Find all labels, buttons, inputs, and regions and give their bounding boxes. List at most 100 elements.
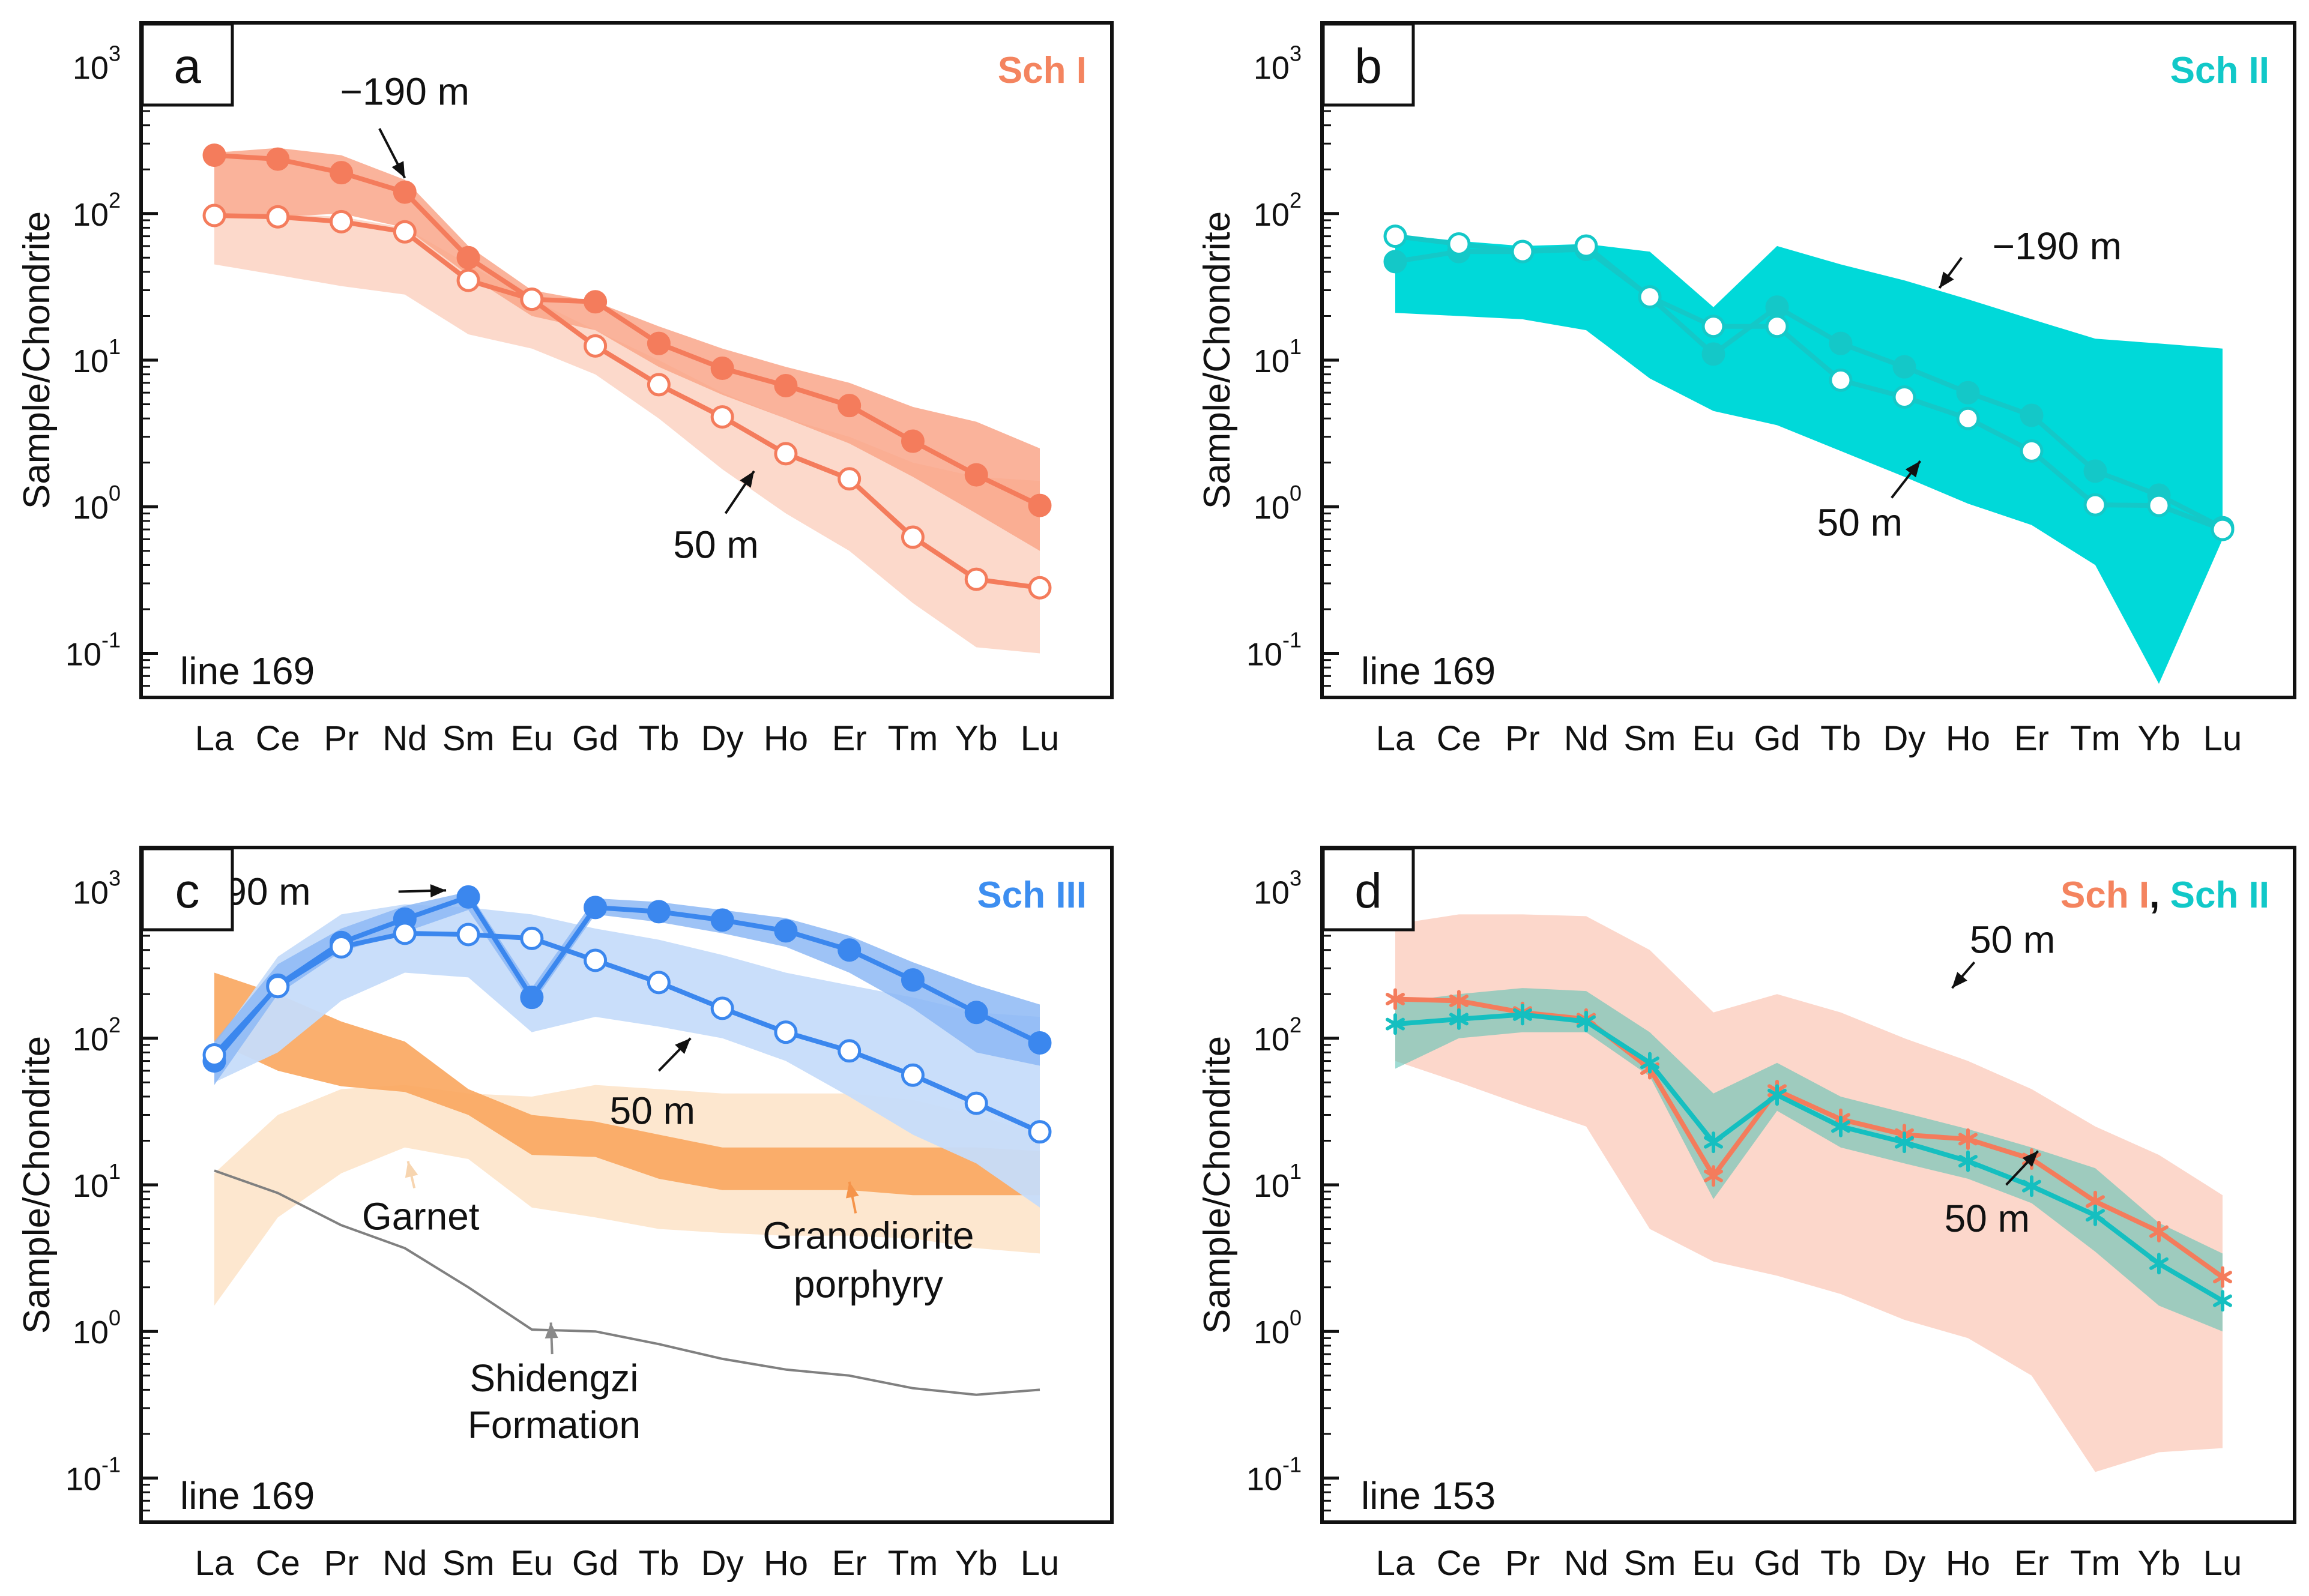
y-tick-base: 10 [1254, 1022, 1290, 1058]
y-tick-label: 100 [1254, 481, 1302, 526]
data-point [2149, 1253, 2169, 1275]
data-point-stroke [2213, 1294, 2232, 1307]
data-point [1765, 315, 1789, 339]
chart-title: Sch I [998, 50, 1087, 91]
chart-title-secondary: Sch II [2170, 875, 2269, 916]
data-point [774, 1020, 798, 1044]
annotation-label: porphyry [794, 1263, 943, 1306]
range-band-3 [214, 891, 1040, 1085]
annotation-arrow-head [740, 471, 755, 488]
x-category-label: Nd [382, 719, 427, 758]
y-axis-label: Sample/Chondrite [1197, 1036, 1238, 1334]
range-band-1 [214, 148, 1040, 551]
data-point [393, 180, 417, 204]
y-tick-exponent: -1 [1282, 1452, 1302, 1477]
data-point [710, 908, 734, 932]
y-tick-exponent: 1 [109, 1159, 121, 1184]
data-point [964, 1001, 988, 1025]
x-category-label: Tb [639, 1544, 680, 1583]
data-point [330, 161, 354, 185]
y-tick-base: 10 [1254, 197, 1290, 233]
y-tick-base: 10 [1246, 636, 1282, 672]
y-tick-exponent: 0 [109, 481, 121, 505]
y-tick-label: 101 [73, 334, 121, 379]
data-point [1829, 331, 1853, 355]
x-category-label: Lu [2203, 1544, 2242, 1583]
range-band-0 [214, 213, 1040, 654]
annotation-arrow-head [1905, 461, 1921, 478]
chart-title-primary: Sch I [998, 50, 1087, 91]
annotation-arrow-head [2022, 1151, 2038, 1167]
data-point-stroke [1704, 1169, 1723, 1182]
y-tick-exponent: 0 [1290, 481, 1302, 505]
x-category-label: La [195, 1544, 234, 1583]
data-point [1028, 1031, 1052, 1055]
y-tick-exponent: 2 [1290, 188, 1302, 212]
data-point [1513, 1004, 1532, 1026]
y-tick-exponent: 3 [1290, 866, 1302, 891]
range-band-1 [214, 972, 1040, 1196]
data-point [1028, 493, 1052, 517]
x-category-label: Tb [1820, 1544, 1861, 1583]
x-category-label: Nd [1564, 719, 1608, 758]
x-category-label: Sm [1624, 1544, 1676, 1583]
x-category-label: Yb [955, 1544, 998, 1583]
annotation-arrow-head [846, 1181, 859, 1199]
data-point [202, 143, 226, 167]
panel-letter-box [1321, 22, 1415, 107]
data-point [838, 938, 862, 962]
panel-letter: a [174, 39, 201, 94]
data-point [647, 900, 671, 924]
y-tick-label: 102 [73, 1013, 121, 1058]
y-tick-label: 103 [1254, 866, 1302, 911]
data-point [330, 209, 354, 233]
data-point [838, 394, 862, 418]
y-tick-label: 103 [73, 41, 121, 86]
x-category-label: Tm [2070, 719, 2120, 758]
data-point [1892, 355, 1916, 379]
data-point [393, 220, 417, 244]
data-point [1638, 285, 1662, 309]
data-point [1386, 1013, 1405, 1035]
annotation-label: −190 m [1993, 224, 2122, 268]
data-point [2211, 517, 2235, 541]
y-tick-label: 103 [73, 866, 121, 911]
data-point [520, 288, 544, 312]
data-point [1511, 239, 1535, 263]
x-category-label: Sm [1624, 719, 1676, 758]
data-point [202, 203, 226, 227]
data-point [1895, 1131, 1914, 1154]
data-point-stroke [2022, 1179, 2041, 1193]
y-tick-base: 10 [73, 197, 109, 233]
data-point [393, 921, 417, 945]
data-point-stroke [2149, 1225, 2169, 1238]
data-point [456, 885, 480, 909]
data-point-stroke [2149, 1257, 2169, 1270]
data-point [838, 467, 862, 491]
data-point [1704, 1165, 1723, 1187]
y-tick-label: 100 [1254, 1305, 1302, 1351]
range-band-0 [1395, 914, 2223, 1472]
data-point [1383, 250, 1407, 274]
data-point [1640, 1052, 1659, 1074]
data-point [964, 1091, 988, 1115]
x-category-label: Tm [2070, 1544, 2120, 1583]
data-point [1028, 1120, 1052, 1144]
data-point [202, 1043, 226, 1067]
data-point-stroke [1767, 1088, 1787, 1101]
series-line-2 [214, 1169, 1040, 1396]
data-point [647, 373, 671, 397]
data-point [266, 147, 290, 171]
annotation-arrow-head [1952, 972, 1967, 989]
panel-letter: b [1354, 39, 1382, 94]
data-point [2020, 403, 2044, 427]
x-category-label: Er [832, 1544, 867, 1583]
x-category-label: Gd [1754, 1544, 1800, 1583]
y-tick-exponent: 3 [109, 41, 121, 66]
y-tick-exponent: -1 [1282, 627, 1302, 652]
data-point [774, 373, 798, 397]
chart-title: Sch II [2170, 50, 2269, 91]
x-category-label: Gd [1754, 719, 1800, 758]
annotation-label: 50 m [1817, 501, 1903, 544]
